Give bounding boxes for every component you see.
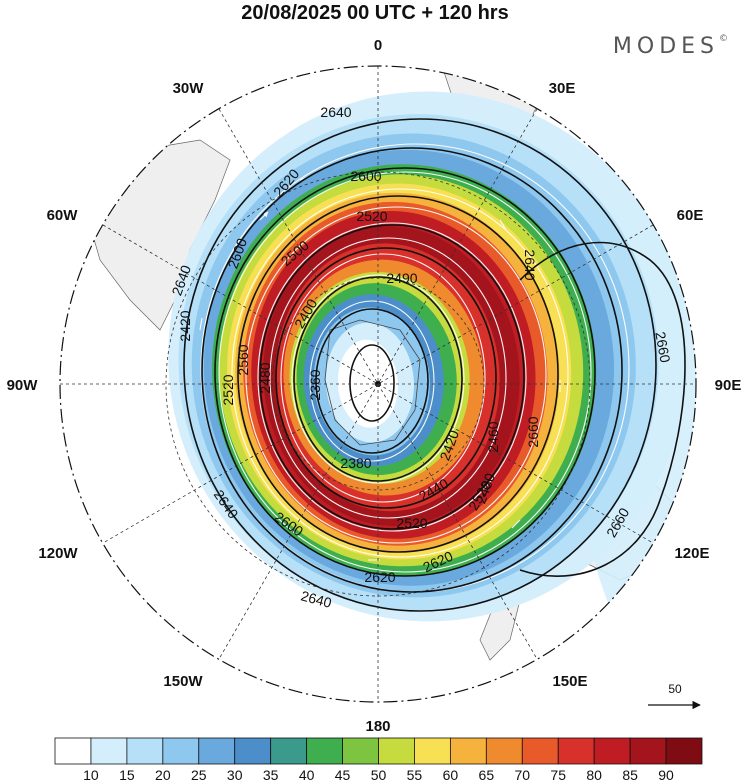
contour-label: 2490 [386,270,417,286]
land-antarctica [324,319,421,446]
contour-label: 2640 [522,249,538,280]
lon-label-150e: 150E [552,673,587,690]
reference-vector-label: 50 [668,682,682,696]
lon-label-60w: 60W [47,207,79,224]
contour-label: 2560 [235,344,251,375]
colorbar-tick-label: 55 [407,767,423,782]
contour-label: 2660 [525,416,541,447]
map-disk [60,66,696,702]
colorbar-tick-label: 10 [83,767,99,782]
contour-label: 2420 [177,310,193,341]
contour-label: 2620 [364,569,395,585]
map-frame [59,65,697,703]
colorbar-swatch [126,737,164,765]
lon-label-30w: 30W [173,80,205,97]
colorbar-tick-label: 15 [119,767,135,782]
colorbar-swatch [485,737,523,765]
colorbar-tick-label: 80 [586,767,602,782]
colorbar-swatch [449,737,487,765]
colorbar-swatch [234,737,272,765]
colorbar-tick-label: 35 [263,767,279,782]
colorbar-swatch [306,737,343,765]
lon-label-30e: 30E [549,80,576,97]
colorbar-tick-label: 20 [155,767,171,782]
colorbar-swatch [593,737,631,765]
colorbar-tick-label: 50 [371,767,387,782]
lon-label-180: 180 [365,718,390,735]
contour-label: 2640 [320,104,351,120]
contour-label: 2600 [350,168,381,184]
brand-name: MODES [612,34,719,59]
height-contours [183,118,686,612]
lon-label-120e: 120E [674,545,709,562]
graticule [60,66,696,702]
longitude-labels: 0 30E 60E 90E 120E 150E 180 150W 120W 90… [7,37,742,735]
colorbar-swatch [198,737,236,765]
colorbar-swatch [342,737,379,765]
contour-label: 2520 [220,374,236,405]
contour-label: 2380 [340,455,371,471]
colorbar-swatch [162,737,200,765]
lon-label-90w: 90W [7,377,39,394]
contour-label: 2640 [299,587,333,611]
lon-label-0: 0 [374,37,382,54]
colorbar-swatch [90,737,128,765]
colorbar-swatch [270,737,308,765]
contour-label: 2520 [356,208,387,224]
colorbar-swatch [521,737,559,765]
colorbar-tick-label: 40 [299,767,315,782]
colorbar-swatch [629,737,667,765]
colorbar-swatch [378,737,415,765]
contour-label: 2460 [485,421,501,452]
lon-label-60e: 60E [677,207,704,224]
colorbar-tick-label: 60 [443,767,459,782]
colorbar-swatch [557,737,595,765]
contour-label: 2660 [652,330,673,364]
contour-label: 2520 [396,515,427,531]
colorbar-swatch [665,737,703,765]
lon-label-90e: 90E [715,377,742,394]
lon-label-150w: 150W [163,673,203,690]
colorbar-tick-label: 70 [514,767,530,782]
colorbar-tick-label: 85 [622,767,638,782]
colorbar-swatch [414,737,451,765]
chart-title: 20/08/2025 00 UTC + 120 hrs [241,2,509,24]
colorbar-tick-label: 25 [191,767,207,782]
copyright-mark: © [719,34,728,44]
lon-label-120w: 120W [38,545,78,562]
contour-label: 2360 [307,369,323,400]
modes-logo: MODES© [613,34,728,59]
colorbar-tick-label: 75 [550,767,566,782]
colorbar-tick-label: 30 [227,767,243,782]
contour-label: 2480 [257,362,273,393]
colorbar-tick-label: 65 [479,767,495,782]
colorbar-tick-label: 45 [335,767,351,782]
colorbar-tick-label: 90 [658,767,674,782]
colorbar: 10 15 20 25 30 35 40 45 50 55 60 65 70 75 80 85 90 [54,737,703,782]
colorbar-swatch [54,737,92,765]
reference-vector: 50 [648,682,701,710]
